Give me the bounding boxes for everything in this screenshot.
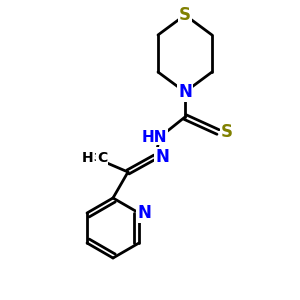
- Text: C: C: [97, 151, 107, 165]
- Text: S: S: [179, 6, 191, 24]
- Text: 3: 3: [93, 153, 100, 163]
- Text: N: N: [178, 83, 192, 101]
- Text: S: S: [221, 123, 233, 141]
- Text: H: H: [82, 151, 94, 165]
- Text: HN: HN: [141, 130, 167, 145]
- Text: N: N: [155, 148, 169, 166]
- Text: N: N: [137, 204, 151, 222]
